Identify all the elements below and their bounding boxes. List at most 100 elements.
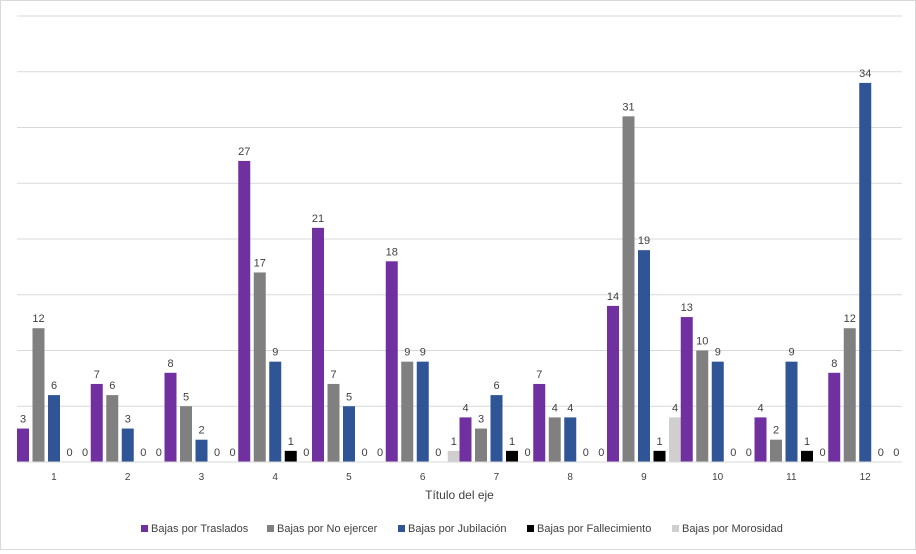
data-label: 6 — [493, 380, 499, 392]
x-tick-label: 12 — [860, 472, 872, 483]
data-label: 6 — [51, 380, 57, 392]
bar — [680, 317, 693, 462]
data-label: 14 — [607, 291, 619, 303]
legend-swatch — [267, 525, 274, 532]
data-label: 5 — [183, 391, 189, 403]
data-label: 9 — [715, 347, 721, 359]
data-label: 0 — [878, 447, 884, 459]
bar — [490, 395, 503, 462]
bar — [238, 160, 251, 462]
data-label: 0 — [583, 447, 589, 459]
legend-item: Bajas por Jubilación — [398, 523, 506, 535]
data-label: 0 — [730, 447, 736, 459]
x-tick-label: 9 — [641, 472, 647, 483]
data-label: 0 — [66, 447, 72, 459]
data-label: 0 — [303, 447, 309, 459]
data-label: 3 — [20, 414, 26, 426]
legend-item: Bajas por Traslados — [141, 523, 249, 535]
legend-swatch — [398, 525, 405, 532]
bar — [447, 450, 460, 462]
bar — [711, 361, 724, 462]
data-label: 1 — [656, 436, 662, 448]
bar — [607, 305, 619, 462]
data-label: 2 — [773, 425, 779, 437]
data-label: 27 — [238, 146, 250, 158]
bar — [416, 361, 429, 462]
data-label: 18 — [386, 246, 398, 258]
bar — [801, 450, 813, 462]
bar — [312, 227, 324, 462]
bar — [638, 250, 650, 462]
bar — [106, 395, 119, 462]
data-label: 1 — [288, 436, 294, 448]
legend-label: Bajas por Morosidad — [682, 523, 783, 535]
data-label: 0 — [82, 447, 88, 459]
legend-item: Bajas por Fallecimiento — [527, 523, 651, 535]
bar — [754, 417, 767, 462]
legend-swatch — [141, 525, 148, 532]
data-label: 0 — [377, 447, 383, 459]
data-label: 2 — [198, 425, 204, 437]
data-label: 34 — [859, 68, 871, 80]
x-tick-label: 10 — [712, 472, 724, 483]
data-label: 1 — [804, 436, 810, 448]
bar — [32, 328, 45, 462]
bar — [669, 417, 681, 462]
data-label: 0 — [819, 447, 825, 459]
data-label: 8 — [831, 358, 837, 370]
data-label: 9 — [272, 347, 278, 359]
data-label: 4 — [462, 402, 468, 414]
bar — [533, 383, 546, 462]
data-label: 10 — [696, 336, 708, 348]
legend-item: Bajas por Morosidad — [672, 523, 783, 535]
bar — [90, 383, 103, 462]
data-label: 0 — [140, 447, 146, 459]
x-tick-labels: 1 2 3 4 5 6 7 8 9 10 11 12 — [51, 472, 871, 483]
data-label: 0 — [893, 447, 899, 459]
bar — [180, 406, 192, 462]
bar — [343, 406, 355, 462]
data-label: 7 — [330, 369, 336, 381]
legend-label: Bajas por Traslados — [151, 523, 249, 535]
data-label: 3 — [125, 414, 131, 426]
data-label: 4 — [552, 402, 558, 414]
data-label: 5 — [346, 391, 352, 403]
data-label: 0 — [214, 447, 220, 459]
data-label: 9 — [404, 347, 410, 359]
x-tick-label: 11 — [786, 472, 797, 483]
data-label: 1 — [509, 436, 515, 448]
bar — [506, 450, 518, 462]
data-label: 9 — [788, 347, 794, 359]
bar — [385, 261, 398, 462]
bar — [564, 417, 577, 462]
data-label: 13 — [681, 302, 693, 314]
bar — [828, 372, 841, 462]
bar — [121, 428, 134, 462]
data-label: 0 — [524, 447, 530, 459]
data-label: 7 — [536, 369, 542, 381]
bar — [475, 428, 487, 462]
data-label: 0 — [746, 447, 752, 459]
data-label: 6 — [109, 380, 115, 392]
bar — [164, 372, 177, 462]
bar — [401, 361, 414, 462]
data-label: 0 — [156, 447, 162, 459]
data-label: 19 — [638, 235, 650, 247]
x-tick-label: 3 — [199, 472, 205, 483]
legend-swatch — [527, 525, 534, 532]
bar — [17, 428, 29, 462]
data-label: 0 — [229, 447, 235, 459]
data-label: 4 — [672, 402, 678, 414]
bar — [459, 417, 472, 462]
bar — [327, 383, 340, 462]
bar — [269, 361, 282, 462]
x-tick-label: 8 — [567, 472, 573, 483]
legend-swatch — [672, 525, 679, 532]
data-label: 0 — [435, 447, 441, 459]
bar — [548, 417, 561, 462]
bars — [17, 82, 872, 463]
data-label: 31 — [622, 101, 634, 113]
legend: Bajas por Traslados Bajas por No ejercer B… — [141, 523, 783, 535]
